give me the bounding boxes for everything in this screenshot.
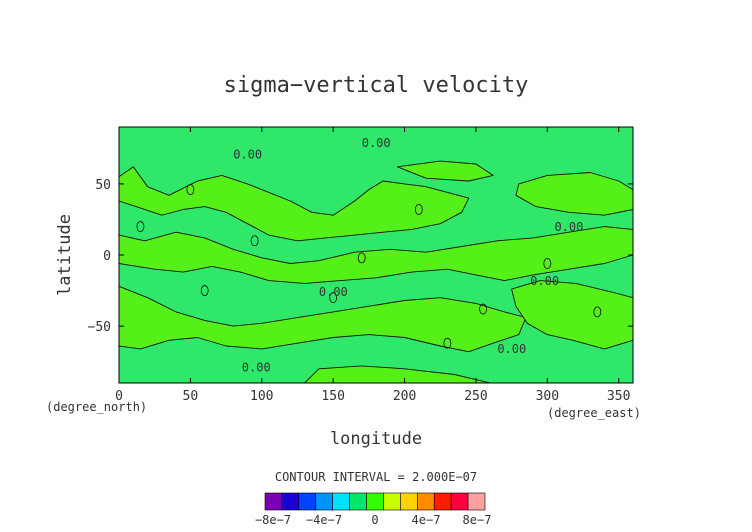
contour-label: 0.00 <box>233 147 262 161</box>
contour-ring <box>200 285 209 296</box>
colorbar-swatch <box>417 492 435 511</box>
contour-labels: 0.00 0.00 0.00 0.00 0.00 0.00 0.00 <box>233 136 583 375</box>
x-axis-label: longitude <box>330 429 422 449</box>
colorbar: −8e−7 −4e−7 0 4e−7 8e−7 <box>255 492 492 527</box>
plot-area: 0.00 0.00 0.00 0.00 0.00 0.00 0.00 <box>118 126 634 384</box>
x-tick-label: 150 <box>321 389 344 404</box>
contour-region <box>511 280 634 350</box>
contour-ring <box>593 306 602 318</box>
colorbar-tick-label: 0 <box>371 513 378 527</box>
contour-ring <box>443 337 452 349</box>
colorbar-tick-label: −8e−7 <box>255 513 291 527</box>
x-tick-label: 300 <box>536 389 559 404</box>
y-tick-label: −50 <box>88 320 111 335</box>
x-tick-label: 100 <box>250 389 273 404</box>
contour-ring <box>329 292 338 304</box>
contour-ring <box>186 184 195 195</box>
contour-label: 0.00 <box>497 342 526 356</box>
x-tick-label: 250 <box>464 389 487 404</box>
y-axis: 50 0 −50 <box>88 178 633 335</box>
colorbar-swatch <box>400 492 418 511</box>
colorbar-swatch <box>450 492 469 511</box>
y-unit-label: (degree_north) <box>46 400 147 414</box>
colorbar-swatch <box>332 492 350 511</box>
contour-ring <box>543 258 552 269</box>
y-tick-label: 0 <box>103 249 111 264</box>
contour-ring <box>136 221 145 232</box>
colorbar-swatch <box>281 492 300 511</box>
chart-title: sigma−vertical velocity <box>224 73 529 98</box>
colorbar-swatch <box>349 492 367 511</box>
colorbar-swatch <box>467 492 486 511</box>
contour-label: 0.00 <box>242 361 271 375</box>
x-tick-label: 50 <box>183 389 199 404</box>
contour-label: 0.00 <box>530 274 559 288</box>
x-axis: 0 50 100 150 200 250 300 350 <box>115 127 630 404</box>
y-tick-label: 50 <box>95 178 111 193</box>
contour-ring <box>250 235 259 247</box>
contour-label: 0.00 <box>319 285 348 299</box>
positive-regions <box>118 160 634 384</box>
x-tick-label: 200 <box>393 389 416 404</box>
x-unit-label: (degree_east) <box>547 406 641 420</box>
contour-region <box>118 285 527 353</box>
contour-label: 0.00 <box>362 136 391 150</box>
contour-region <box>396 160 494 182</box>
contour-ring <box>479 303 487 315</box>
x-tick-label: 350 <box>607 389 630 404</box>
contour-region <box>118 166 470 242</box>
colorbar-tick-label: 8e−7 <box>463 513 492 527</box>
y-axis-label: latitude <box>55 214 75 296</box>
colorbar-swatch <box>298 492 317 511</box>
contour-interval-text: CONTOUR INTERVAL = 2.000E−07 <box>275 470 477 484</box>
colorbar-tick-label: −4e−7 <box>306 513 342 527</box>
colorbar-swatch <box>383 492 401 511</box>
colorbar-swatch <box>264 492 283 511</box>
colorbar-tick-label: 4e−7 <box>412 513 441 527</box>
contour-ring <box>357 252 366 264</box>
contour-ring <box>414 204 423 215</box>
colorbar-swatch <box>433 492 452 511</box>
x-tick-label: 0 <box>115 389 123 404</box>
contour-label: 0.00 <box>554 220 583 234</box>
colorbar-swatch <box>366 492 384 511</box>
colorbar-swatch <box>315 492 333 511</box>
